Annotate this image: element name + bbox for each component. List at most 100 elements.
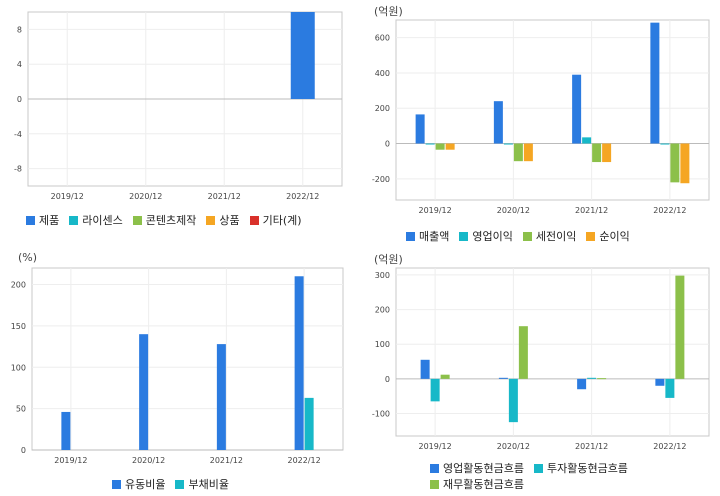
bar-제품-2022/12 (290, 12, 315, 99)
bar-영업이익-2020/12 (503, 143, 513, 145)
y-tick-label: -8 (14, 165, 22, 174)
bar-순이익-2019/12 (445, 143, 455, 150)
chart-1-svg: 8 4 0 -4 -8 2019/12 2020/12 2021/12 2022/12 (14, 11, 343, 201)
legend-label: 매출액 (419, 230, 450, 243)
bar-유동비율-2020/12 (139, 334, 149, 450)
chart-4-unit: (억원) (374, 253, 403, 266)
y-tick-label: 50 (16, 405, 26, 414)
chart-3-panel: (%) 200 150 100 50 0 2019/12 2020/12 2021/12 202… (0, 248, 360, 496)
bar-매출액-2020/12 (493, 101, 503, 144)
legend-item: 재무활동현금흐름 (430, 476, 524, 492)
legend-label: 투자활동현금흐름 (546, 462, 628, 475)
y-tick-label: 200 (375, 306, 390, 315)
legend-label: 기타(계) (262, 214, 302, 227)
x-tick-label: 2021/12 (575, 442, 608, 451)
chart-4-svg: 300 200 100 0 -100 2019/12 2020/12 2021/12 2022/… (372, 267, 710, 451)
bar-영업활동현금흐름-2022/12 (655, 378, 665, 386)
bar-세전이익-2019/12 (435, 143, 445, 150)
chart-2-svg: 600 400 200 0 -200 2019/12 2020/12 2021/12 2022/… (372, 19, 710, 215)
chart-2-unit: (억원) (374, 5, 403, 18)
bar-재무활동현금흐름-2020/12 (518, 326, 528, 379)
legend-swatch (249, 215, 259, 225)
x-tick-label: 2020/12 (129, 192, 162, 200)
legend-swatch (533, 463, 543, 473)
y-tick-label: 150 (11, 322, 26, 331)
bar-재무활동현금흐름-2021/12 (597, 378, 607, 380)
legend-swatch (69, 215, 79, 225)
x-tick-label: 2021/12 (210, 456, 243, 465)
legend-swatch (175, 479, 185, 489)
x-tick-label: 2019/12 (419, 442, 452, 451)
bar-투자활동현금흐름-2020/12 (508, 378, 518, 423)
chart-2-panel: (억원) 600 400 200 0 -200 2019/12 2020/12 2021/12… (360, 0, 720, 248)
bar-유동비율-2022/12 (294, 276, 304, 450)
y-tick-label: 200 (375, 104, 390, 113)
legend-item: 상품 (206, 212, 240, 228)
bar-영업활동현금흐름-2021/12 (577, 378, 587, 390)
y-tick-label: -4 (14, 130, 22, 139)
bar-매출액-2019/12 (415, 114, 425, 144)
legend-item: 영업활동현금흐름 (430, 460, 524, 476)
x-tick-label: 2020/12 (497, 206, 530, 215)
y-tick-label: -100 (372, 409, 390, 418)
legend-swatch (206, 215, 216, 225)
legend-item: 라이센스 (69, 212, 123, 228)
legend-swatch (26, 215, 35, 225)
legend-label: 재무활동현금흐름 (443, 478, 524, 491)
x-tick-label: 2020/12 (132, 456, 165, 465)
bar-유동비율-2021/12 (216, 344, 226, 450)
y-tick-label: 4 (17, 60, 22, 69)
chart-3-svg: 200 150 100 50 0 2019/12 2020/12 2021/12 2022/12 (11, 267, 344, 465)
legend-label: 상품 (219, 214, 240, 227)
bar-투자활동현금흐름-2022/12 (665, 378, 675, 398)
chart-1-panel: 8 4 0 -4 -8 2019/12 2020/12 2021/12 2022/12 제품 라이… (0, 0, 360, 248)
y-tick-label: 200 (11, 281, 26, 290)
bar-순이익-2020/12 (523, 143, 533, 162)
legend-label: 세전이익 (535, 230, 577, 243)
bar-영업이익-2019/12 (425, 143, 435, 145)
x-tick-label: 2021/12 (575, 206, 608, 215)
legend-item: 유동비율 (112, 476, 165, 492)
legend-label: 영업이익 (472, 230, 513, 243)
legend-item: 콘텐츠제작 (132, 212, 197, 228)
bar-순이익-2022/12 (680, 143, 690, 184)
y-tick-label: 0 (17, 95, 22, 104)
y-tick-label: 8 (17, 25, 22, 34)
x-tick-label: 2021/12 (208, 192, 241, 200)
bar-투자활동현금흐름-2019/12 (430, 378, 440, 402)
bar-매출액-2021/12 (572, 74, 582, 144)
legend-swatch (132, 215, 142, 225)
x-tick-label: 2019/12 (51, 192, 84, 200)
x-tick-label: 2020/12 (497, 442, 530, 451)
plot-area (395, 267, 710, 437)
legend-label: 콘텐츠제작 (145, 214, 197, 227)
bar-세전이익-2021/12 (592, 143, 602, 163)
plot-area (395, 19, 710, 201)
y-tick-label: 0 (385, 140, 390, 149)
bar-세전이익-2020/12 (513, 143, 523, 162)
x-tick-label: 2022/12 (653, 206, 686, 215)
y-tick-label: 400 (375, 69, 390, 78)
legend-item: 순이익 (586, 228, 630, 244)
bar-재무활동현금흐름-2019/12 (440, 374, 450, 379)
plot-area (31, 267, 344, 451)
legend-swatch (406, 231, 415, 241)
legend-label: 라이센스 (82, 214, 123, 227)
legend-label: 순이익 (599, 230, 630, 243)
chart-2-legend: 매출액 영업이익 세전이익 순이익 (406, 228, 706, 244)
bar-영업이익-2022/12 (660, 143, 670, 145)
x-tick-label: 2022/12 (288, 456, 321, 465)
y-tick-label: 100 (11, 363, 26, 372)
y-tick-label: 0 (21, 446, 26, 455)
legend-label: 영업활동현금흐름 (443, 462, 524, 475)
legend-item: 매출액 (406, 228, 449, 244)
x-tick-label: 2019/12 (419, 206, 452, 215)
legend-swatch (586, 231, 596, 241)
legend-swatch (112, 479, 121, 489)
bar-유동비율-2019/12 (61, 411, 71, 450)
x-tick-label: 2022/12 (286, 192, 319, 200)
bar-투자활동현금흐름-2021/12 (587, 377, 597, 379)
x-tick-label: 2019/12 (54, 456, 87, 465)
legend-item: 기타(계) (249, 212, 302, 228)
